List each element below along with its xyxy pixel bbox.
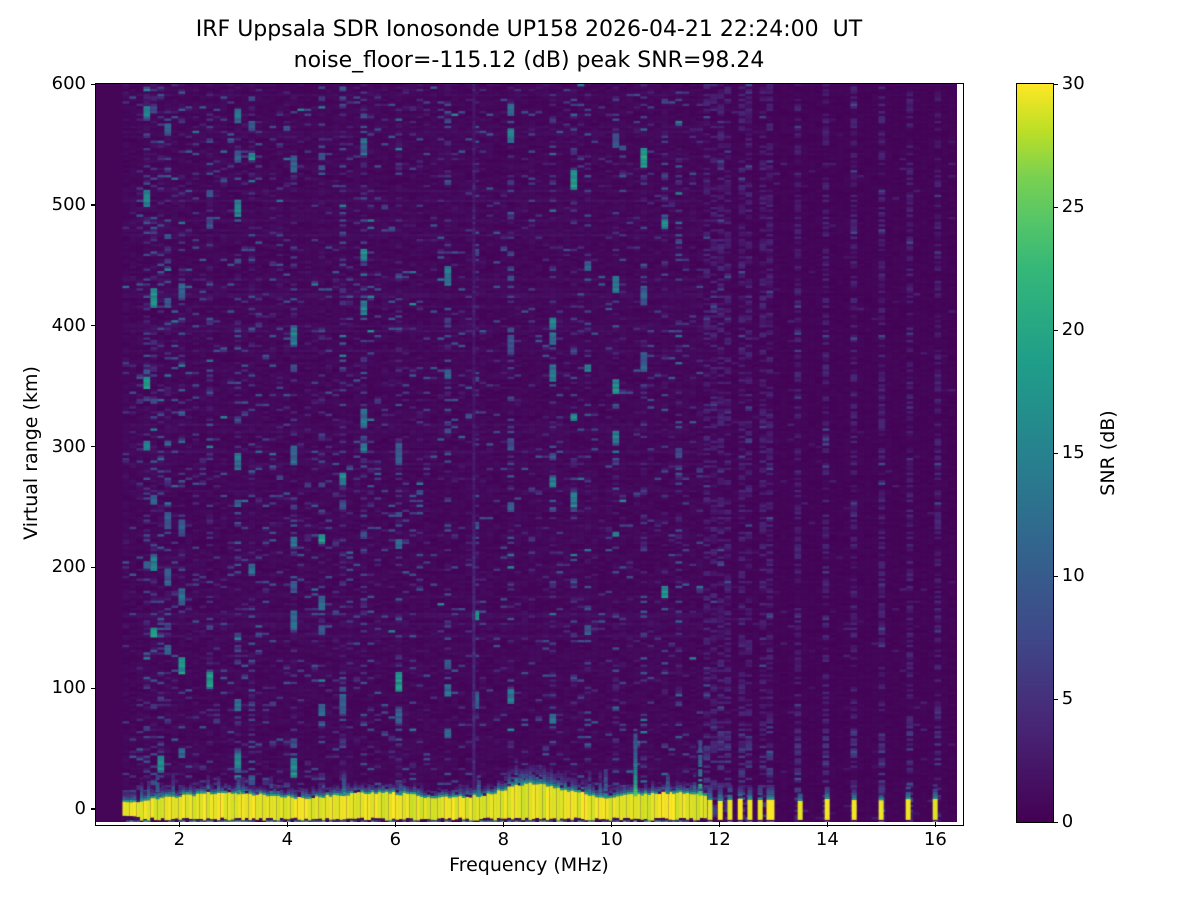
x-tick-label: 10	[599, 829, 623, 850]
x-tick-mark	[610, 822, 613, 828]
chart-title-line1: IRF Uppsala SDR Ionosonde UP158 2026-04-…	[195, 17, 863, 42]
colorbar-tick-label: 30	[1061, 73, 1085, 95]
y-tick-mark	[90, 325, 96, 327]
colorbar-tick-label: 25	[1061, 196, 1085, 218]
ionogram-plot-area	[95, 83, 964, 826]
x-tick-mark	[286, 822, 289, 828]
colorbar-tick-label: 20	[1061, 319, 1085, 341]
y-tick-label: 100	[51, 677, 86, 699]
colorbar-gradient-canvas	[1016, 84, 1053, 822]
x-tick-label: 16	[923, 829, 947, 850]
y-tick-mark	[90, 83, 96, 85]
y-tick-label: 0	[74, 797, 86, 819]
x-tick-mark	[718, 822, 721, 828]
colorbar-tick-mark	[1053, 329, 1059, 331]
y-tick-mark	[90, 204, 96, 206]
y-tick-label: 300	[51, 435, 86, 457]
colorbar-tick-label: 0	[1061, 811, 1074, 833]
colorbar-tick-label: 15	[1061, 442, 1085, 464]
x-tick-mark	[826, 822, 829, 828]
y-tick-label: 400	[51, 314, 86, 336]
y-tick-mark	[90, 445, 96, 448]
x-tick-label: 14	[815, 829, 839, 850]
colorbar	[1015, 83, 1054, 823]
chart-title-line2: noise_floor=-115.12 (dB) peak SNR=98.24	[293, 48, 765, 73]
x-tick-label: 8	[497, 829, 510, 850]
y-tick-label: 200	[51, 556, 86, 578]
colorbar-tick-label: 10	[1061, 565, 1085, 587]
colorbar-tick-label: 5	[1061, 688, 1074, 710]
x-axis-label: Frequency (MHz)	[449, 854, 609, 876]
colorbar-tick-mark	[1053, 206, 1059, 208]
y-tick-mark	[90, 687, 96, 689]
y-tick-label: 600	[51, 73, 86, 95]
x-tick-label: 4	[281, 829, 294, 850]
y-tick-label: 500	[51, 193, 86, 215]
x-tick-label: 2	[173, 829, 186, 850]
y-tick-mark	[90, 566, 96, 569]
x-tick-mark	[934, 822, 937, 828]
x-tick-mark	[394, 822, 397, 828]
ionogram-heatmap-canvas	[96, 84, 957, 822]
x-tick-label: 12	[707, 829, 731, 850]
x-tick-label: 6	[389, 829, 402, 850]
colorbar-tick-mark	[1053, 83, 1059, 85]
x-tick-mark	[178, 822, 181, 828]
x-tick-mark	[502, 822, 505, 828]
colorbar-tick-mark	[1053, 821, 1059, 823]
colorbar-tick-mark	[1053, 575, 1059, 577]
y-tick-mark	[90, 808, 96, 810]
colorbar-tick-mark	[1053, 698, 1059, 700]
colorbar-tick-mark	[1053, 452, 1059, 454]
